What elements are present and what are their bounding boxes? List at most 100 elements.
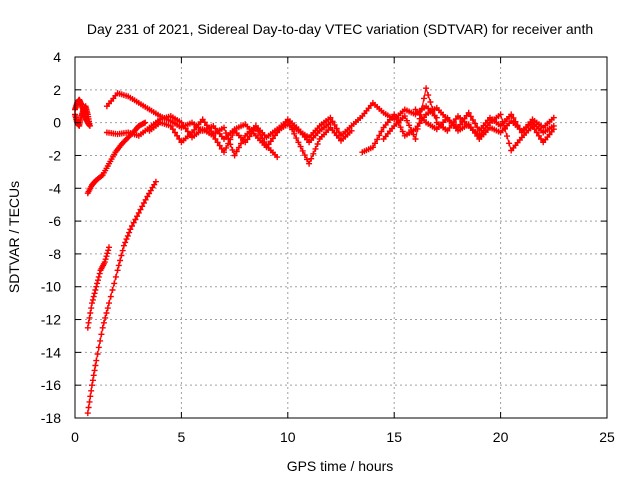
y-tick-label: 2 [53, 82, 61, 98]
data-point [506, 140, 513, 147]
data-point [101, 259, 108, 266]
y-tick-label: -6 [49, 213, 62, 229]
data-point [88, 387, 95, 394]
data-point [223, 144, 230, 151]
data-point [111, 280, 118, 287]
data-point [314, 141, 321, 147]
data-point [399, 128, 406, 135]
data-point [89, 300, 95, 307]
data-point [427, 99, 434, 105]
data-point [412, 136, 419, 142]
data-point [122, 239, 129, 246]
data-point [137, 206, 144, 213]
data-point [93, 283, 100, 290]
x-tick-label: 15 [386, 429, 402, 445]
data-point [90, 372, 97, 379]
data-point [550, 122, 557, 129]
x-tick-label: 5 [178, 429, 186, 445]
data-point [134, 213, 141, 220]
data-point [127, 226, 134, 233]
data-point [212, 136, 219, 142]
series-track [72, 96, 93, 129]
y-tick-label: -12 [41, 312, 61, 328]
data-point [85, 404, 92, 411]
data-point [88, 305, 95, 312]
data-point [169, 126, 176, 133]
series-track [84, 119, 149, 197]
data-point [91, 290, 98, 297]
data-point [472, 120, 479, 127]
data-point [301, 152, 308, 159]
x-tick-label: 20 [493, 429, 509, 445]
data-point [114, 267, 121, 274]
data-point [299, 147, 306, 154]
data-point [216, 142, 223, 149]
data-point [135, 209, 142, 216]
data-point [431, 112, 438, 119]
y-tick-label: -16 [41, 377, 61, 393]
axis-tick-labels: 0 5 10 15 20 25 -18 -16 -14 -12 -10 -8 -6 -4 -2 0 2 4 [41, 49, 615, 445]
data-point [401, 113, 408, 120]
data-point [130, 219, 137, 226]
data-point [291, 130, 298, 137]
data-point [469, 117, 476, 123]
data-point [92, 287, 99, 293]
data-point [550, 114, 557, 121]
data-point [329, 118, 336, 125]
data-point [229, 132, 236, 139]
y-tick-label: -18 [41, 410, 61, 426]
data-point [89, 377, 96, 384]
data-point [87, 310, 94, 316]
x-tick-label: 0 [71, 429, 79, 445]
data-point [115, 262, 122, 269]
data-point [238, 140, 244, 147]
data-point [152, 178, 159, 185]
data-point [103, 310, 110, 316]
data-point [504, 133, 510, 140]
data-point [126, 229, 133, 236]
data-point [235, 144, 242, 151]
data-point [174, 132, 181, 139]
x-tick-label: 10 [280, 429, 296, 445]
data-point [535, 132, 542, 139]
data-point [408, 126, 415, 133]
data-point [231, 152, 238, 159]
data-point [93, 357, 100, 364]
data-point [423, 85, 430, 92]
data-point [84, 410, 91, 417]
data-point [474, 124, 481, 131]
data-point [414, 125, 421, 132]
data-point [105, 247, 112, 254]
data-point [497, 111, 504, 118]
y-tick-label: -4 [49, 180, 62, 196]
data-point [393, 115, 400, 122]
series-track [84, 244, 112, 331]
data-point [410, 131, 417, 138]
data-point [369, 144, 376, 151]
series-track [412, 106, 557, 142]
data-point [124, 232, 131, 239]
data-point [102, 314, 109, 321]
data-point [397, 124, 404, 131]
data-point [391, 111, 398, 118]
data-point [103, 253, 110, 260]
data-point [306, 160, 313, 167]
data-point [218, 145, 225, 152]
data-point [297, 143, 304, 150]
data-point [94, 280, 101, 287]
data-point [106, 244, 112, 251]
data-point [87, 393, 94, 400]
y-tick-label: 0 [53, 115, 61, 131]
data-point [327, 114, 334, 121]
data-point [90, 293, 97, 300]
data-point [142, 196, 149, 203]
data-point [91, 367, 98, 374]
data-point [406, 122, 413, 129]
data-point [221, 124, 227, 131]
data-point [107, 293, 114, 300]
axis-ticks [74, 56, 608, 419]
data-point [117, 257, 124, 264]
y-tick-label: 4 [53, 49, 61, 65]
y-axis-label: SDTVAR / TECUs [6, 181, 22, 293]
data-point [129, 223, 135, 229]
